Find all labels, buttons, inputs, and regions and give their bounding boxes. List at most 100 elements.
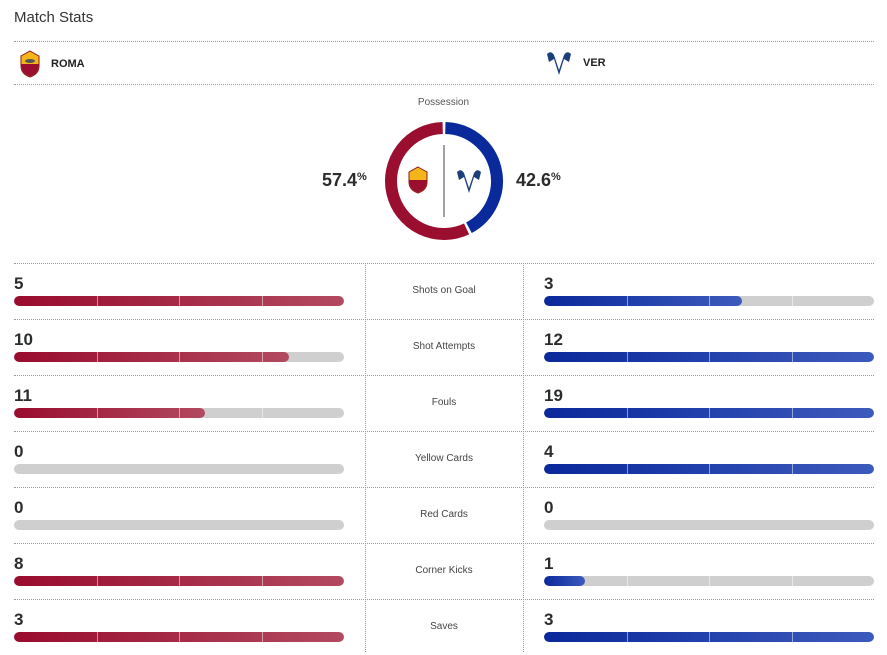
bar-tick xyxy=(179,296,180,306)
bar-tick xyxy=(709,632,710,642)
divider xyxy=(14,263,874,264)
away-bar-fill xyxy=(544,576,586,586)
bar-tick xyxy=(96,576,98,586)
bar-tick xyxy=(791,632,793,642)
home-bar xyxy=(14,520,344,530)
away-value: 19 xyxy=(544,386,563,405)
column-divider xyxy=(523,263,524,652)
bar-tick xyxy=(96,408,98,418)
stat-label: Shot Attempts xyxy=(412,341,476,352)
bar-tick xyxy=(179,352,180,362)
away-possession-arc xyxy=(444,122,503,234)
divider xyxy=(14,84,874,85)
stat-row: 0 Red Cards 0 xyxy=(0,487,887,543)
bar-tick xyxy=(709,408,710,418)
home-value: 0 xyxy=(14,442,24,461)
home-value: 8 xyxy=(14,554,24,573)
divider xyxy=(14,487,874,488)
home-bar xyxy=(14,576,344,586)
bar-tick xyxy=(709,576,710,586)
away-bar xyxy=(544,576,874,586)
bar-tick xyxy=(96,296,98,306)
bar-tick xyxy=(791,296,793,306)
bar-tick xyxy=(261,296,263,306)
bar-tick xyxy=(709,464,710,474)
possession-label: Possession xyxy=(417,97,470,108)
stat-label: Fouls xyxy=(431,397,457,408)
home-value: 0 xyxy=(14,498,24,517)
bar-tick xyxy=(791,408,793,418)
away-value: 12 xyxy=(544,330,563,349)
home-bar-fill xyxy=(14,352,289,362)
bar-tick xyxy=(791,352,793,362)
away-bar xyxy=(544,520,874,530)
away-value: 3 xyxy=(544,610,554,629)
bar-tick xyxy=(179,632,180,642)
home-bar-fill xyxy=(14,408,206,418)
home-possession-arc xyxy=(385,122,470,240)
home-value: 3 xyxy=(14,610,24,629)
divider xyxy=(14,375,874,376)
possession-donut xyxy=(385,122,503,240)
stat-row: 10 Shot Attempts 12 xyxy=(0,319,887,375)
verona-crest-icon xyxy=(547,52,571,75)
bar-tick xyxy=(261,632,263,642)
verona-crest-icon xyxy=(457,170,481,193)
stat-row: 8 Corner Kicks 1 xyxy=(0,543,887,599)
away-bar xyxy=(544,296,874,306)
bar-tick xyxy=(96,632,98,642)
bar-tick xyxy=(179,576,180,586)
away-value: 0 xyxy=(544,498,554,517)
home-bar xyxy=(14,352,344,362)
divider xyxy=(14,41,874,42)
home-possession: 57.4% xyxy=(322,170,367,190)
divider xyxy=(14,599,874,600)
stat-row: 0 Yellow Cards 4 xyxy=(0,431,887,487)
away-team-name: VER xyxy=(583,57,606,69)
away-bar xyxy=(544,632,874,642)
stat-row: 11 Fouls 19 xyxy=(0,375,887,431)
home-team: ROMA xyxy=(19,50,85,78)
bar-tick xyxy=(709,296,710,306)
bar-tick xyxy=(791,576,793,586)
bar-tick xyxy=(261,408,263,418)
roma-crest-icon xyxy=(20,50,40,78)
bar-tick xyxy=(261,576,263,586)
away-value: 3 xyxy=(544,274,554,293)
stat-label: Saves xyxy=(430,621,458,632)
bar-tick xyxy=(626,576,628,586)
bar-tick xyxy=(96,352,98,362)
stat-row: 5 Shots on Goal 3 xyxy=(0,263,887,319)
stat-label: Yellow Cards xyxy=(415,453,473,464)
home-value: 5 xyxy=(14,274,24,293)
bar-tick xyxy=(261,352,263,362)
bar-tick xyxy=(179,408,180,418)
stat-label: Red Cards xyxy=(420,509,468,520)
divider xyxy=(14,319,874,320)
away-bar-fill xyxy=(544,296,742,306)
away-possession: 42.6% xyxy=(516,170,561,190)
bar-tick xyxy=(626,296,628,306)
home-bar xyxy=(14,296,344,306)
bar-tick xyxy=(626,632,628,642)
home-bar xyxy=(14,632,344,642)
divider xyxy=(14,543,874,544)
away-bar xyxy=(544,352,874,362)
away-bar xyxy=(544,464,874,474)
roma-crest-icon xyxy=(408,166,428,194)
bar-tick xyxy=(791,464,793,474)
bar-tick xyxy=(709,352,710,362)
bar-tick xyxy=(626,408,628,418)
bar-tick xyxy=(626,352,628,362)
away-bar xyxy=(544,408,874,418)
home-team-name: ROMA xyxy=(51,58,85,70)
stat-row: 3 Saves 3 xyxy=(0,599,887,655)
bar-tick xyxy=(626,464,628,474)
away-team: VER xyxy=(545,50,606,76)
home-bar xyxy=(14,464,344,474)
section-title: Match Stats xyxy=(14,9,94,26)
stat-label: Corner Kicks xyxy=(415,565,473,576)
away-value: 1 xyxy=(544,554,554,573)
divider xyxy=(14,431,874,432)
column-divider xyxy=(365,263,366,652)
